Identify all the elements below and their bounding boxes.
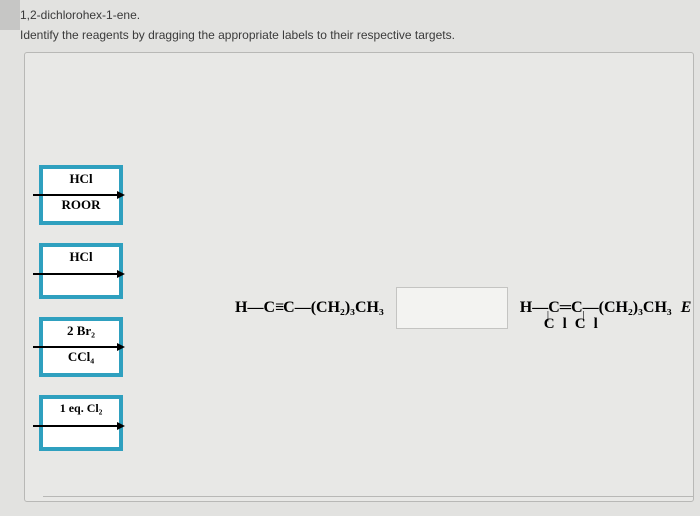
- product-structure: H—C═C—(CH₂)₃CH₃E | | ClCl: [520, 299, 692, 317]
- reagent-text: CCl₄: [43, 338, 119, 364]
- reaction-scheme: H—C≡C—(CH₂)₃CH₃ H—C═C—(CH₂)₃CH₃E | | ClC…: [235, 299, 693, 329]
- reagent-label-1eq-cl2[interactable]: 1 eq. Cl₂: [39, 395, 123, 451]
- reagent-text: 2 Br₂: [43, 321, 119, 338]
- work-panel: HCl ROOR HCl 2 Br₂ CCl₄: [24, 52, 694, 502]
- reagent-label-2br2-ccl4[interactable]: 2 Br₂ CCl₄: [39, 317, 123, 377]
- reagent-text: HCl: [43, 169, 119, 186]
- reagent-label-hcl-roor[interactable]: HCl ROOR: [39, 165, 123, 225]
- divider: [43, 496, 693, 497]
- reagent-label-hcl[interactable]: HCl: [39, 243, 123, 299]
- substituents: ClCl: [544, 316, 606, 333]
- question-container: 1,2-dichlorohex-1-ene. Identify the reag…: [0, 0, 700, 508]
- instruction-text: Identify the reagents by dragging the ap…: [20, 28, 694, 42]
- reagent-label-column: HCl ROOR HCl 2 Br₂ CCl₄: [39, 165, 123, 469]
- stereo-label: E: [681, 299, 692, 316]
- reactant-structure: H—C≡C—(CH₂)₃CH₃: [235, 299, 384, 317]
- side-tab: [0, 0, 20, 30]
- reagent-drop-target[interactable]: [396, 287, 508, 329]
- reagent-text: ROOR: [43, 186, 119, 212]
- reagent-text: HCl: [43, 247, 119, 264]
- reagent-text: 1 eq. Cl₂: [43, 399, 119, 415]
- compound-name: 1,2-dichlorohex-1-ene.: [20, 6, 694, 24]
